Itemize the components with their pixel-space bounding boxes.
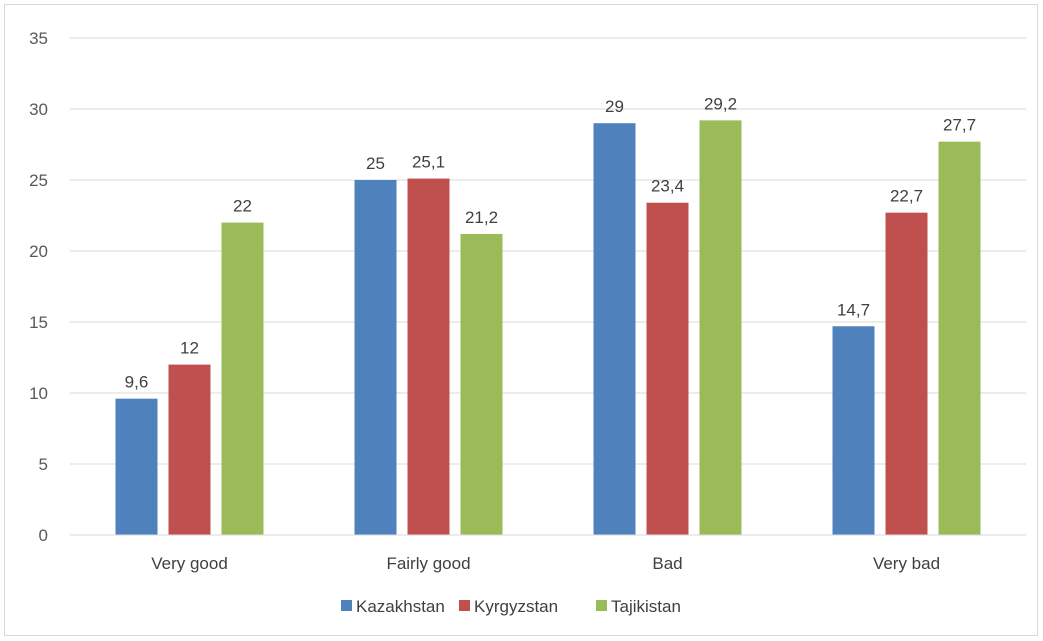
data-label: 25 <box>366 154 385 173</box>
y-tick-label: 10 <box>29 384 48 403</box>
data-label: 27,7 <box>943 116 976 135</box>
bar-kyrgyzstan <box>885 212 928 535</box>
x-category-label: Bad <box>652 554 682 573</box>
grid-lines <box>70 37 1026 536</box>
bar-kazakhstan <box>354 180 397 535</box>
legend-label: Tajikistan <box>611 597 681 616</box>
bar-kyrgyzstan <box>168 364 211 535</box>
bar-tajikistan <box>460 233 503 535</box>
legend: Kazakhstan Kyrgyzstan Tajikistan <box>341 597 681 616</box>
bar-kyrgyzstan <box>407 178 450 535</box>
data-label: 29,2 <box>704 94 737 113</box>
y-tick-label: 5 <box>39 455 48 474</box>
bar-tajikistan <box>699 120 742 536</box>
bar-kazakhstan <box>832 326 875 535</box>
y-tick-label: 20 <box>29 242 48 261</box>
bars <box>115 120 981 536</box>
legend-label: Kazakhstan <box>356 597 445 616</box>
y-tick-label: 35 <box>29 29 48 48</box>
legend-label: Kyrgyzstan <box>474 597 558 616</box>
data-label: 23,4 <box>651 177 684 196</box>
data-label: 9,6 <box>125 373 149 392</box>
y-axis-tick-labels: 0 5 10 15 20 25 30 35 <box>29 29 48 545</box>
y-tick-label: 30 <box>29 100 48 119</box>
data-label: 12 <box>180 339 199 358</box>
data-label: 14,7 <box>837 300 870 319</box>
bar-tajikistan <box>938 141 981 535</box>
bar-tajikistan <box>221 222 264 535</box>
legend-swatch-kyrgyzstan <box>459 600 470 611</box>
legend-swatch-tajikistan <box>596 600 607 611</box>
x-category-label: Very bad <box>873 554 940 573</box>
data-label: 22 <box>233 197 252 216</box>
data-label: 21,2 <box>465 208 498 227</box>
y-tick-label: 25 <box>29 171 48 190</box>
x-category-label: Fairly good <box>386 554 470 573</box>
bar-kyrgyzstan <box>646 202 689 535</box>
x-category-label: Very good <box>151 554 228 573</box>
y-tick-label: 0 <box>39 526 48 545</box>
y-tick-label: 15 <box>29 313 48 332</box>
bar-kazakhstan <box>115 398 158 535</box>
data-labels: 9,6 12 22 25 25,1 21,2 29 23,4 29,2 14,7 22,7 27,7 <box>125 94 976 391</box>
legend-swatch-kazakhstan <box>341 600 352 611</box>
data-label: 29 <box>605 97 624 116</box>
bar-kazakhstan <box>593 123 636 535</box>
data-label: 22,7 <box>890 187 923 206</box>
data-label: 25,1 <box>412 153 445 172</box>
x-axis: Very good Fairly good Bad Very bad <box>70 534 1026 573</box>
